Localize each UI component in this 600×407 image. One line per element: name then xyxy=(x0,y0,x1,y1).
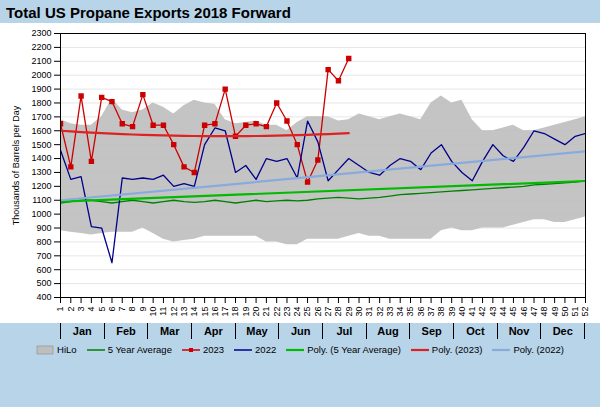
html-text:Jul: Jul xyxy=(336,325,353,337)
svg-text:6: 6 xyxy=(107,307,117,312)
svg-text:45: 45 xyxy=(508,307,518,317)
svg-text:9: 9 xyxy=(138,307,148,312)
svg-text:2000: 2000 xyxy=(31,70,51,80)
svg-text:46: 46 xyxy=(519,307,529,317)
html-text:Nov: Nov xyxy=(508,325,530,337)
svg-text:1800: 1800 xyxy=(31,98,51,108)
svg-text:34: 34 xyxy=(395,307,405,317)
svg-text:5: 5 xyxy=(97,307,107,312)
svg-text:41: 41 xyxy=(467,307,477,317)
svg-text:22: 22 xyxy=(272,307,282,317)
svg-text:27: 27 xyxy=(323,307,333,317)
svg-text:500: 500 xyxy=(36,278,51,288)
html-text:Jan: Jan xyxy=(72,325,92,337)
svg-text:51: 51 xyxy=(570,307,580,317)
svg-text:25: 25 xyxy=(302,307,312,317)
svg-text:800: 800 xyxy=(36,237,51,247)
svg-text:13: 13 xyxy=(179,307,189,317)
html-text:Dec: Dec xyxy=(552,325,573,337)
svg-text:1900: 1900 xyxy=(31,84,51,94)
svg-text:12: 12 xyxy=(169,307,179,317)
svg-text:15: 15 xyxy=(199,307,209,317)
svg-text:2300: 2300 xyxy=(31,28,51,38)
svg-text:52: 52 xyxy=(580,307,590,317)
svg-text:10: 10 xyxy=(148,307,158,317)
svg-text:35: 35 xyxy=(405,307,415,317)
svg-text:17: 17 xyxy=(220,307,230,317)
svg-text:49: 49 xyxy=(549,307,559,317)
svg-text:11: 11 xyxy=(158,307,168,316)
html-text:2023: 2023 xyxy=(202,344,225,355)
svg-text:1100: 1100 xyxy=(32,195,51,205)
svg-text:900: 900 xyxy=(36,223,51,233)
svg-text:4: 4 xyxy=(86,307,96,312)
html-text:Total US Propane Exports 2018: Total US Propane Exports 2018 Forward xyxy=(6,4,291,21)
svg-text:37: 37 xyxy=(426,307,436,317)
html-text:Apr: Apr xyxy=(203,325,223,337)
svg-text:23: 23 xyxy=(282,307,292,317)
svg-text:Thousands of Barrels per Day: Thousands of Barrels per Day xyxy=(11,105,21,225)
svg-text:400: 400 xyxy=(36,292,51,302)
svg-text:1: 1 xyxy=(55,307,65,312)
svg-text:600: 600 xyxy=(36,265,51,275)
svg-text:1500: 1500 xyxy=(31,140,51,150)
svg-text:40: 40 xyxy=(457,307,467,317)
svg-text:700: 700 xyxy=(36,251,51,261)
svg-text:14: 14 xyxy=(189,307,199,317)
html-text:Mar: Mar xyxy=(159,325,180,337)
svg-text:32: 32 xyxy=(374,307,384,317)
svg-text:29: 29 xyxy=(344,307,354,317)
svg-text:26: 26 xyxy=(313,307,323,317)
svg-text:36: 36 xyxy=(416,307,426,317)
svg-text:48: 48 xyxy=(539,307,549,317)
svg-text:50: 50 xyxy=(560,307,570,317)
html-text:Aug: Aug xyxy=(377,325,399,337)
html-text:Oct: Oct xyxy=(466,325,485,337)
svg-text:38: 38 xyxy=(436,307,446,317)
svg-text:2200: 2200 xyxy=(31,42,51,52)
svg-text:2: 2 xyxy=(66,307,76,312)
html-text:5 Year Average: 5 Year Average xyxy=(107,344,172,355)
svg-text:30: 30 xyxy=(354,307,364,317)
svg-text:1700: 1700 xyxy=(31,112,51,122)
svg-text:42: 42 xyxy=(477,307,487,317)
svg-text:1300: 1300 xyxy=(31,167,51,177)
html-text:Sep: Sep xyxy=(421,325,442,337)
html-text:Poly. (2022): Poly. (2022) xyxy=(513,344,564,355)
html-text:Poly. (2023): Poly. (2023) xyxy=(431,344,483,355)
svg-text:19: 19 xyxy=(241,307,251,317)
svg-text:3: 3 xyxy=(76,307,86,312)
svg-text:21: 21 xyxy=(261,307,271,317)
svg-text:7: 7 xyxy=(117,307,127,312)
svg-text:2100: 2100 xyxy=(31,56,51,66)
svg-text:43: 43 xyxy=(488,307,498,317)
html-text:Poly. (5 Year Average): Poly. (5 Year Average) xyxy=(307,344,401,355)
svg-text:16: 16 xyxy=(210,307,220,317)
svg-text:1400: 1400 xyxy=(31,153,51,163)
svg-text:18: 18 xyxy=(230,307,240,317)
html-text:2022: 2022 xyxy=(255,344,277,355)
svg-text:33: 33 xyxy=(385,307,395,317)
svg-text:39: 39 xyxy=(447,307,457,317)
svg-text:28: 28 xyxy=(333,307,343,317)
html-text:HiLo: HiLo xyxy=(57,344,77,355)
svg-text:1200: 1200 xyxy=(31,181,51,191)
svg-text:24: 24 xyxy=(292,307,302,317)
html-text:Jun: Jun xyxy=(290,325,311,337)
svg-text:1600: 1600 xyxy=(31,126,51,136)
html-text:Feb: Feb xyxy=(116,325,136,337)
html-text:May: May xyxy=(246,325,268,337)
svg-text:31: 31 xyxy=(364,307,374,317)
svg-text:8: 8 xyxy=(127,307,137,312)
svg-text:47: 47 xyxy=(529,307,539,317)
svg-text:20: 20 xyxy=(251,307,261,317)
svg-text:1000: 1000 xyxy=(31,209,51,219)
svg-text:44: 44 xyxy=(498,307,508,317)
